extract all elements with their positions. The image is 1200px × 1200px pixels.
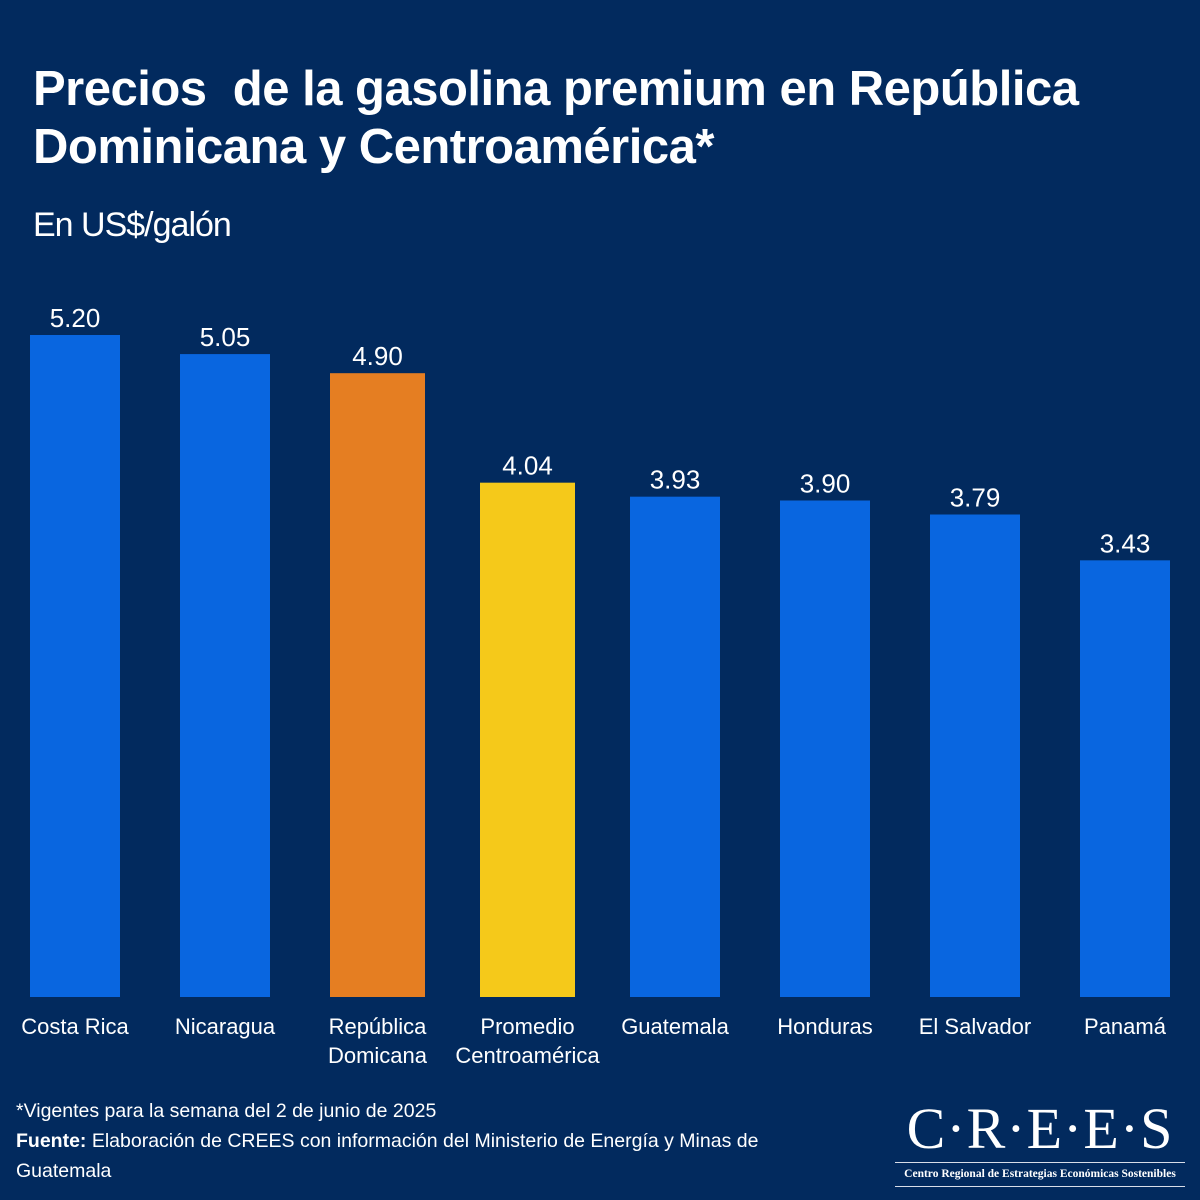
logo-tagline: Centro Regional de Estrategias Económica… <box>904 1168 1176 1180</box>
category-label: El Salvador <box>919 1014 1032 1039</box>
bar <box>1080 560 1170 997</box>
chart-subtitle: En US$/galón <box>33 206 232 244</box>
value-label: 3.79 <box>950 483 1001 513</box>
category-label: República <box>329 1014 428 1039</box>
category-label: Guatemala <box>621 1014 729 1039</box>
bar <box>630 496 720 997</box>
source-text: Elaboración de CREES con información del… <box>16 1130 759 1182</box>
category-label: Costa Rica <box>21 1014 129 1039</box>
value-label: 5.20 <box>50 303 101 333</box>
footnote-block: *Vigentes para la semana del 2 de junio … <box>16 1096 856 1186</box>
chart-title: Precios de la gasolina premium en Repúbl… <box>33 62 1092 174</box>
value-label: 3.43 <box>1100 528 1151 558</box>
category-label: Honduras <box>777 1014 872 1039</box>
source-note: Fuente: Elaboración de CREES con informa… <box>16 1126 856 1186</box>
value-label: 5.05 <box>200 322 251 352</box>
category-label: Domicana <box>328 1043 428 1068</box>
value-label: 3.90 <box>800 469 851 499</box>
bar <box>330 373 425 997</box>
bar <box>780 500 870 997</box>
logo-divider <box>895 1162 1185 1163</box>
logo-mark: C·R·E·E·S <box>906 1096 1174 1161</box>
value-label: 3.93 <box>650 465 701 495</box>
bars-group <box>30 335 1170 998</box>
category-label: Centroamérica <box>455 1043 600 1068</box>
category-label: Nicaragua <box>175 1014 276 1039</box>
logo-divider <box>895 1186 1185 1187</box>
value-label: 4.90 <box>352 341 403 371</box>
category-label: Promedio <box>480 1014 574 1039</box>
category-labels-group: Costa Rica Nicaragua República Domicana Prom… <box>21 1014 1167 1068</box>
bar <box>180 354 270 997</box>
bar <box>480 482 575 998</box>
crees-logo: C·R·E·E·S Centro Regional de Estrategias… <box>895 1098 1185 1189</box>
bar <box>930 514 1020 997</box>
source-label: Fuente: <box>16 1130 87 1152</box>
category-label: Panamá <box>1084 1014 1167 1039</box>
bar <box>30 335 120 997</box>
footnote: *Vigentes para la semana del 2 de junio … <box>16 1100 437 1122</box>
value-labels-group: 5.20 5.05 4.90 4.04 3.93 3.90 3.79 3.43 <box>50 303 1151 558</box>
value-label: 4.04 <box>502 451 553 481</box>
